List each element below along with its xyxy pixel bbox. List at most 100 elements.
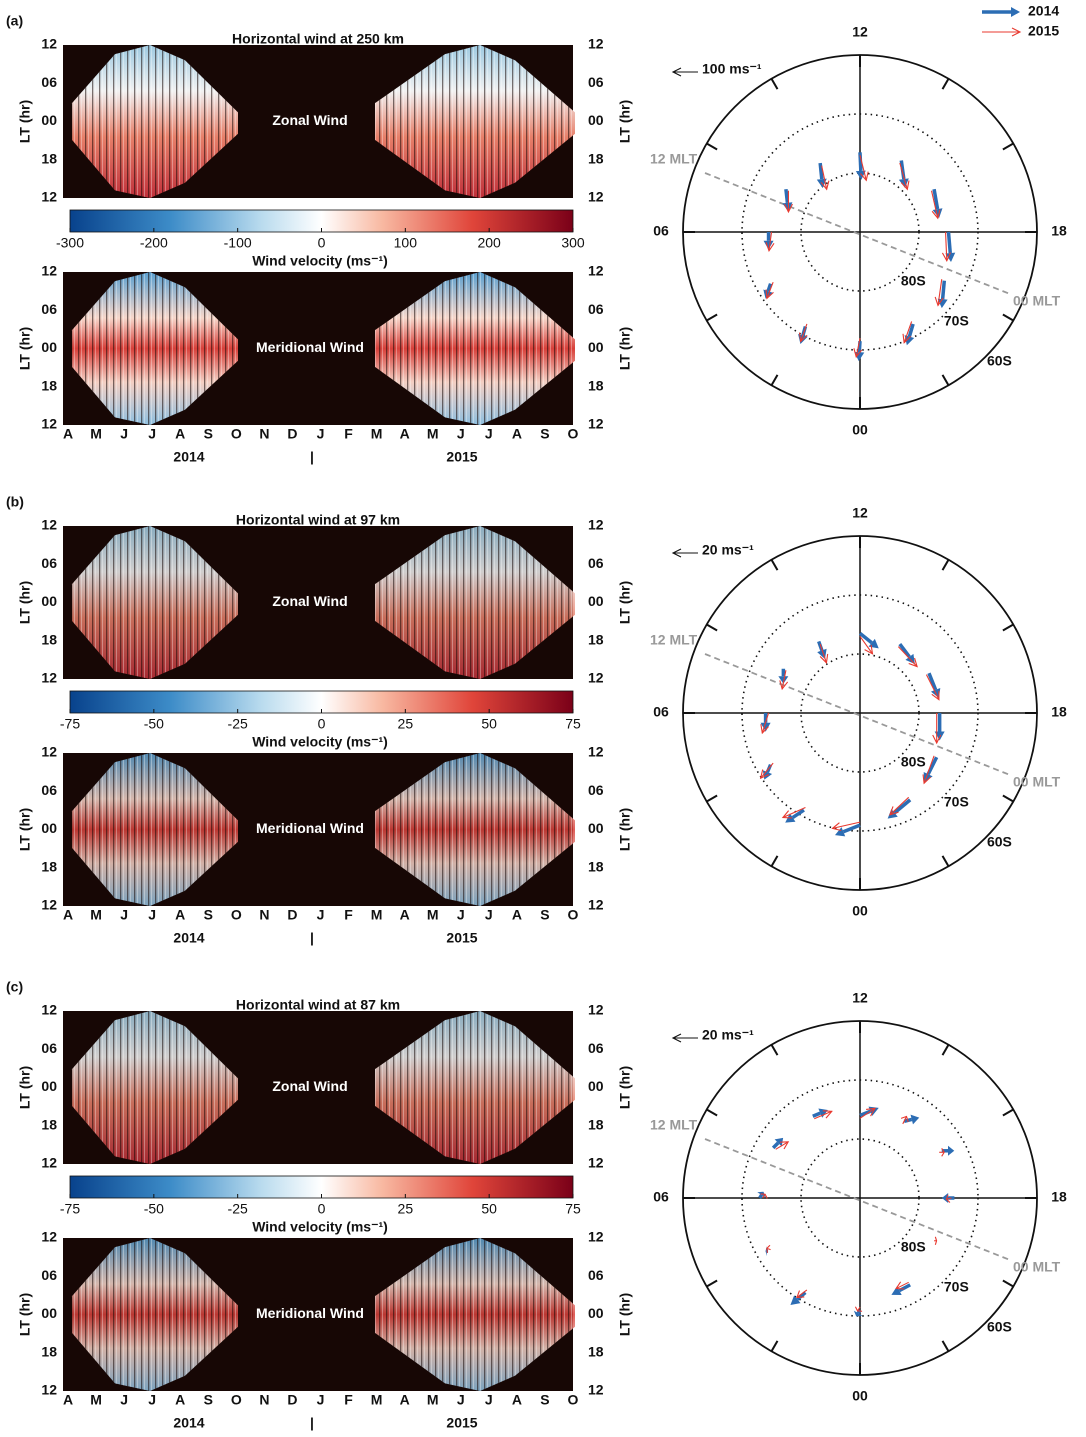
y-tick-label: 18	[588, 858, 604, 874]
legend-label: 2015	[1028, 23, 1059, 39]
y-tick-label: 12	[41, 1382, 57, 1398]
panel-title: Horizontal wind at 87 km	[236, 997, 400, 1013]
scale-label: 100 ms⁻¹	[702, 61, 762, 77]
panel-label: (a)	[6, 13, 23, 29]
y-tick-label: 06	[41, 301, 57, 317]
mlt-label: 00 MLT	[1013, 1259, 1061, 1275]
hour-label: 00	[852, 422, 868, 438]
colorbar-tick-label: 300	[561, 235, 585, 251]
hour-tick	[943, 1045, 949, 1055]
arrow-shaft	[773, 1143, 778, 1148]
y-tick-label: 06	[588, 301, 604, 317]
y-tick-label: 00	[588, 820, 604, 836]
y-tick-label: 12	[588, 517, 604, 533]
y-tick-label: 00	[41, 339, 57, 355]
x-tick-label: M	[371, 1392, 383, 1408]
y-tick-label: 06	[588, 1267, 604, 1283]
hour-tick	[772, 1341, 778, 1351]
heatmap-name: Zonal Wind	[272, 593, 347, 609]
latitude-label: 60S	[987, 834, 1012, 850]
latitude-label: 80S	[901, 753, 926, 769]
legend-item: 2014	[982, 3, 1059, 19]
y-axis-label: LT (hr)	[617, 1066, 633, 1109]
wind-vector	[898, 647, 917, 667]
arrow-shaft	[898, 647, 917, 667]
colorbar-label: Wind velocity (ms⁻¹)	[252, 1219, 388, 1235]
y-tick-label: 06	[41, 1040, 57, 1056]
y-tick-label: 12	[41, 263, 57, 279]
y-tick-label: 00	[588, 593, 604, 609]
y-tick-label: 00	[588, 1078, 604, 1094]
page: {"legend": {"entries": [{"name": "2014",…	[0, 0, 1086, 1437]
wind-vector	[855, 1307, 862, 1311]
y-tick-label: 12	[41, 897, 57, 913]
arrow-shaft	[813, 1113, 821, 1116]
y-tick-label: 12	[41, 189, 57, 205]
hour-label: 06	[653, 704, 669, 720]
wind-vector	[761, 763, 774, 778]
scale-arrow	[673, 68, 698, 76]
heatmap-name: Zonal Wind	[272, 1078, 347, 1094]
y-tick-label: 00	[41, 1078, 57, 1094]
colorbar-tick-label: 25	[398, 1201, 414, 1217]
colorbar-tick-label: 50	[481, 1201, 497, 1217]
x-tick-label: A	[512, 1392, 522, 1408]
y-tick-label: 18	[41, 858, 57, 874]
y-tick-label: 18	[588, 1116, 604, 1132]
y-tick-label: 12	[41, 517, 57, 533]
x-tick-label: A	[400, 426, 410, 442]
hour-tick	[772, 560, 778, 570]
colorbar-tick-label: -25	[228, 1201, 248, 1217]
hour-label: 12	[852, 24, 868, 40]
mlt-label: 00 MLT	[1013, 774, 1061, 790]
x-tick-label: M	[427, 1392, 439, 1408]
arrow-head	[766, 1246, 767, 1256]
y-tick-label: 12	[41, 670, 57, 686]
year-label: 2015	[446, 449, 477, 465]
colorbar-tick-label: -200	[140, 235, 168, 251]
colorbar-tick-label: 0	[318, 235, 326, 251]
arrow-shaft	[860, 152, 861, 171]
arrow-shaft	[895, 800, 911, 813]
x-tick-label: D	[287, 426, 297, 442]
x-tick-label: F	[344, 907, 353, 923]
y-tick-label: 06	[41, 555, 57, 571]
hour-tick	[1003, 1281, 1013, 1287]
y-tick-label: 00	[588, 1305, 604, 1321]
hour-tick	[1003, 625, 1013, 631]
y-axis-label: LT (hr)	[17, 100, 33, 143]
y-tick-label: 00	[588, 339, 604, 355]
colorbar-label: Wind velocity (ms⁻¹)	[252, 253, 388, 269]
latitude-label: 70S	[944, 1278, 969, 1294]
hour-tick	[943, 856, 949, 866]
wind-vector	[800, 324, 808, 342]
y-tick-label: 00	[41, 112, 57, 128]
hour-tick	[707, 315, 717, 321]
colorbar-tick-label: 25	[398, 716, 414, 732]
y-tick-label: 06	[41, 1267, 57, 1283]
y-tick-label: 18	[41, 1343, 57, 1359]
heatmap-name: Meridional Wind	[256, 820, 364, 836]
x-tick-label: M	[90, 1392, 102, 1408]
latitude-label: 60S	[987, 1319, 1012, 1335]
year-label: |	[310, 1415, 314, 1431]
scale-label: 20 ms⁻¹	[702, 542, 754, 558]
x-tick-label: O	[568, 907, 579, 923]
hour-tick	[943, 375, 949, 385]
x-tick-label: M	[90, 426, 102, 442]
x-tick-label: J	[457, 426, 465, 442]
year-label: |	[310, 930, 314, 946]
colorbar-tick-label: 0	[318, 1201, 326, 1217]
hour-label: 18	[1051, 1189, 1067, 1205]
hour-tick	[772, 375, 778, 385]
x-tick-label: M	[427, 426, 439, 442]
hour-tick	[707, 625, 717, 631]
wind-vector	[888, 800, 911, 819]
colorbar-tick-label: -75	[60, 716, 80, 732]
y-axis-label: LT (hr)	[17, 1066, 33, 1109]
colorbar-tick-label: 200	[477, 235, 501, 251]
x-tick-label: O	[231, 426, 242, 442]
y-axis-label: LT (hr)	[17, 1293, 33, 1336]
x-tick-label: N	[259, 1392, 269, 1408]
x-tick-label: M	[371, 907, 383, 923]
